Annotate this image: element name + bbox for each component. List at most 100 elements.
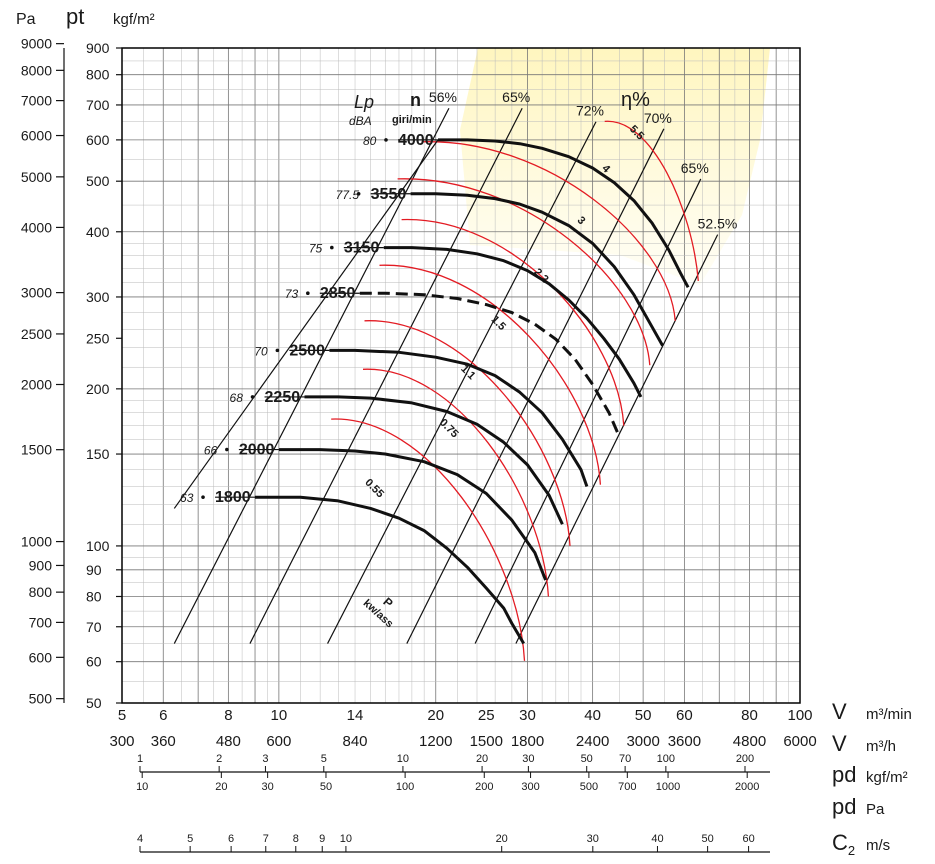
pd-pa-label: pd bbox=[832, 794, 856, 819]
lp-label: Lp bbox=[354, 92, 374, 112]
kgf-tick-label: 300 bbox=[86, 289, 110, 305]
dba-label: 80 bbox=[363, 134, 377, 148]
x-tick-label: 20 bbox=[427, 707, 444, 724]
pd-kgf-tick-label: 70 bbox=[619, 753, 631, 765]
v-label-h: V bbox=[832, 731, 847, 756]
pd-pa-tick-label: 10 bbox=[136, 781, 148, 793]
c2-tick-label: 7 bbox=[263, 833, 269, 845]
fan-curves: 1800632000662250682500702850733150753550… bbox=[173, 132, 690, 645]
efficiency-label: 56% bbox=[429, 89, 457, 105]
x-tick-label: 80 bbox=[741, 707, 758, 724]
c2-unit: m/s bbox=[866, 837, 890, 854]
dba-diagonal bbox=[173, 139, 439, 509]
pa-tick-label: 3000 bbox=[21, 285, 52, 301]
kgf-tick-label: 900 bbox=[86, 40, 110, 56]
efficiency-line bbox=[406, 128, 665, 644]
pa-tick-label: 8000 bbox=[21, 62, 52, 78]
fan-curve-4000 bbox=[438, 138, 690, 289]
left-axis-titles: Pa pt kgf/m² bbox=[16, 4, 155, 29]
giri-label: giri/min bbox=[392, 114, 432, 126]
pd-kgf-tick-label: 1 bbox=[137, 753, 143, 765]
fan-curve-2000 bbox=[278, 448, 547, 581]
kgf-tick-label: 500 bbox=[86, 173, 110, 189]
c2-tick-label: 10 bbox=[340, 833, 352, 845]
pa-tick-label: 6000 bbox=[21, 128, 52, 144]
c2-letter: C bbox=[832, 830, 848, 855]
x-tick-label: 10 bbox=[271, 707, 288, 724]
x-h-tick-label: 2400 bbox=[576, 733, 609, 750]
kgf-tick-label: 800 bbox=[86, 67, 110, 83]
pd-kgf-tick-label: 30 bbox=[522, 753, 534, 765]
pd-kgf-unit: kgf/m² bbox=[866, 769, 908, 786]
eta-label: η% bbox=[621, 89, 650, 111]
rpm-label: 1800 bbox=[215, 489, 251, 506]
right-axis-titles: V m³/min V m³/h pd kgf/m² pd Pa C2 m/s bbox=[832, 699, 912, 858]
kgf-tick-label: 400 bbox=[86, 224, 110, 240]
c2-tick-label: 50 bbox=[701, 833, 713, 845]
x-h-tick-label: 4800 bbox=[733, 733, 766, 750]
pd-kgf-tick-label: 50 bbox=[581, 753, 593, 765]
fan-curve-3550 bbox=[410, 192, 664, 347]
x-h-tick-label: 1500 bbox=[470, 733, 503, 750]
pa-tick-label: 500 bbox=[29, 691, 53, 707]
c2-tick-label: 30 bbox=[587, 833, 599, 845]
kgf-tick-label: 50 bbox=[86, 695, 102, 711]
kgf-tick-label: 80 bbox=[86, 588, 102, 604]
pd-kgf-tick-label: 200 bbox=[736, 753, 754, 765]
pd-pa-tick-label: 50 bbox=[320, 781, 332, 793]
power-label: 0.55 bbox=[362, 477, 386, 501]
dba-point bbox=[201, 495, 205, 499]
pa-tick-label: 800 bbox=[29, 584, 53, 600]
x-h-tick-label: 1800 bbox=[511, 733, 544, 750]
dba-label: 75 bbox=[309, 242, 323, 256]
c2-tick-label: 6 bbox=[228, 833, 234, 845]
dba-label: 66 bbox=[204, 444, 218, 458]
kgf-tick-label: 70 bbox=[86, 619, 102, 635]
x-tick-label: 100 bbox=[787, 707, 812, 724]
power-p-label: P bbox=[380, 595, 395, 611]
efficiency-label: 65% bbox=[681, 160, 709, 176]
x-tick-label: 6 bbox=[159, 707, 167, 724]
pd-pa-tick-label: 20 bbox=[215, 781, 227, 793]
pa-tick-label: 700 bbox=[29, 614, 53, 630]
kgf-tick-label: 600 bbox=[86, 132, 110, 148]
rpm-label: 2850 bbox=[320, 285, 356, 302]
dba-point bbox=[275, 348, 280, 353]
x-h-tick-label: 480 bbox=[216, 733, 241, 750]
c2-tick-label: 40 bbox=[651, 833, 663, 845]
pd-pa-tick-label: 1000 bbox=[656, 781, 680, 793]
power-line bbox=[397, 178, 651, 366]
kgf-tick-label: 60 bbox=[86, 654, 102, 670]
kgf-tick-label: 200 bbox=[86, 381, 110, 397]
kgf-tick-label: 250 bbox=[86, 330, 110, 346]
dba-label: 70 bbox=[254, 344, 268, 358]
rpm-label: 3550 bbox=[371, 186, 407, 203]
dba-point bbox=[356, 191, 361, 196]
fan-curve-3150 bbox=[383, 246, 643, 398]
kgf-tick-label: 700 bbox=[86, 97, 110, 113]
pd-kgf-tick-label: 100 bbox=[657, 753, 675, 765]
pd-pa-tick-label: 200 bbox=[475, 781, 493, 793]
pa-tick-label: 4000 bbox=[21, 219, 52, 235]
pa-tick-label: 1000 bbox=[21, 534, 52, 550]
rpm-label: 3150 bbox=[344, 240, 380, 257]
fan-curve-2500 bbox=[329, 348, 589, 487]
pt-axis-label: pt bbox=[66, 4, 84, 29]
plot-frame bbox=[121, 47, 801, 704]
x-tick-label: 8 bbox=[224, 707, 232, 724]
x-h-tick-label: 600 bbox=[266, 733, 291, 750]
dba-point bbox=[330, 245, 334, 250]
kgf-axis-label: kgf/m² bbox=[113, 11, 155, 28]
rpm-label: 4000 bbox=[398, 132, 434, 149]
power-line bbox=[331, 418, 526, 661]
power-line bbox=[364, 320, 571, 546]
pa-tick-label: 9000 bbox=[21, 36, 52, 52]
dba-point bbox=[306, 291, 310, 296]
pd-pa-tick-label: 100 bbox=[396, 781, 414, 793]
c2-tick-label: 60 bbox=[742, 833, 754, 845]
fan-curve-1800 bbox=[255, 495, 525, 645]
fan-curve-2250 bbox=[304, 395, 564, 525]
x-tick-label: 14 bbox=[347, 707, 364, 724]
x-h-tick-label: 360 bbox=[151, 733, 176, 750]
